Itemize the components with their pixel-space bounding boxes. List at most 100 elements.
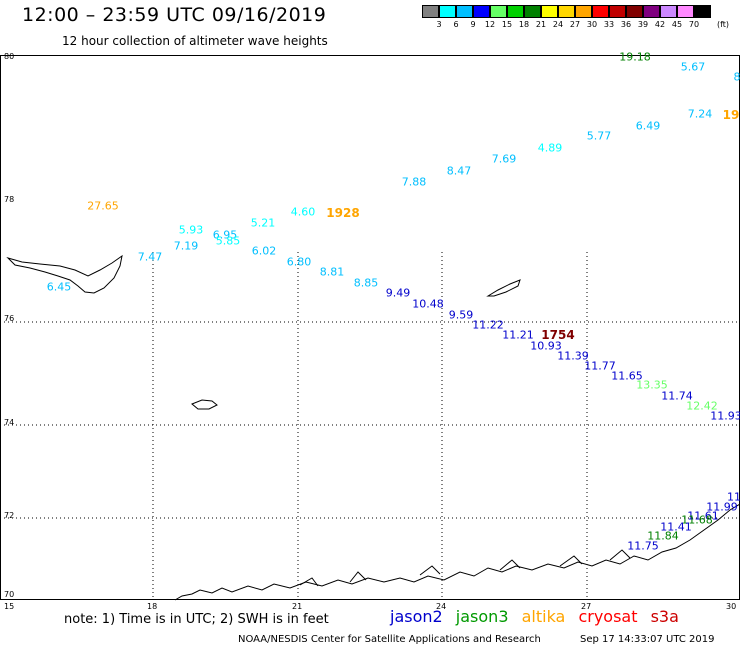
wave-height-label: 7.19 xyxy=(173,239,199,253)
color-swatch xyxy=(439,5,456,18)
color-swatch xyxy=(422,5,439,18)
color-swatch xyxy=(677,5,694,18)
wave-height-label: 11.84 xyxy=(647,529,679,543)
color-scale-label: 6 xyxy=(453,20,459,29)
satellite-label-altika: altika xyxy=(521,607,566,626)
satellite-label-jason2: jason2 xyxy=(390,607,443,626)
satellite-legend: jason2 jason3 altika cryosat s3a xyxy=(390,607,687,626)
lon-label-15: 15 xyxy=(4,602,15,611)
color-scale-label: 70 xyxy=(688,20,700,29)
color-swatch xyxy=(643,5,660,18)
color-swatch xyxy=(660,5,677,18)
wave-height-label: 7.24 xyxy=(687,107,713,121)
wave-height-label: 9.59 xyxy=(448,308,474,322)
wave-height-label: 11.22 xyxy=(472,318,504,332)
credit-line: NOAA/NESDIS Center for Satellite Applica… xyxy=(238,634,541,645)
wave-height-label: 8.81 xyxy=(319,265,345,279)
wave-height-label: 6.49 xyxy=(635,119,661,133)
color-scale-label: 21 xyxy=(535,20,547,29)
color-swatch xyxy=(490,5,507,18)
fjord-details xyxy=(299,549,631,587)
lat-label-76: 76 xyxy=(4,314,15,323)
wave-height-label: 19 xyxy=(722,108,740,122)
color-scale-label: 24 xyxy=(552,20,564,29)
color-scale-labels: 3 6 9 12 15 18 21 24 27 30 33 36 39 42 45 70 (ft) xyxy=(422,18,729,32)
wave-height-label: 9.49 xyxy=(385,286,411,300)
lat-label-74: 74 xyxy=(4,418,15,427)
lat-label-72: 72 xyxy=(4,511,15,520)
wave-height-label: 5.21 xyxy=(250,216,276,230)
wave-height-label: 27.65 xyxy=(87,199,119,213)
wave-height-label: 13.35 xyxy=(636,378,668,392)
color-scale-label: 39 xyxy=(637,20,649,29)
lon-label-30: 30 xyxy=(726,602,737,611)
wave-height-label: 7.88 xyxy=(401,175,427,189)
color-swatch xyxy=(507,5,524,18)
lon-label-21: 21 xyxy=(292,602,303,611)
wave-height-label: 5.77 xyxy=(586,129,612,143)
generation-timestamp: Sep 17 14:33:07 UTC 2019 xyxy=(580,634,715,645)
wave-height-label: 5.93 xyxy=(178,223,204,237)
lon-label-27: 27 xyxy=(581,602,592,611)
map-subtitle: 12 hour collection of altimeter wave hei… xyxy=(62,34,328,48)
satellite-label-jason3: jason3 xyxy=(455,607,509,626)
color-scale-label: 15 xyxy=(501,20,513,29)
wave-height-label: 11.65 xyxy=(611,369,643,383)
wave-height-label: 11.74 xyxy=(661,389,693,403)
color-swatch xyxy=(575,5,592,18)
lon-label-18: 18 xyxy=(147,602,158,611)
graticule xyxy=(0,252,740,600)
wave-height-label: 12.42 xyxy=(686,399,718,413)
svalbard-coast xyxy=(6,254,123,294)
wave-height-label: 11.41 xyxy=(660,520,692,534)
wave-height-label: 6.02 xyxy=(251,244,277,258)
color-swatch xyxy=(694,5,711,18)
wave-height-label: 11 xyxy=(727,490,740,504)
color-scale-label: 42 xyxy=(654,20,666,29)
wave-height-label: 10.48 xyxy=(412,297,444,311)
wave-height-label: 6.45 xyxy=(46,280,72,294)
wave-height-label: 11.77 xyxy=(584,359,616,373)
wave-height-label: 1754 xyxy=(541,328,575,342)
satellite-label-s3a: s3a xyxy=(650,607,679,626)
coastlines xyxy=(6,254,740,601)
wave-height-label: 5.67 xyxy=(680,60,706,74)
color-scale-legend: 3 6 9 12 15 18 21 24 27 30 33 36 39 42 45 70 (ft) xyxy=(422,5,729,32)
wave-height-label: 11.93 xyxy=(710,409,740,423)
wave-height-label: 7.47 xyxy=(137,250,163,264)
color-scale-label: 12 xyxy=(484,20,496,29)
wave-height-label: 4.89 xyxy=(537,141,563,155)
lat-label-70: 70 xyxy=(4,590,15,599)
color-swatch xyxy=(524,5,541,18)
wave-height-label: 4.60 xyxy=(290,205,316,219)
color-swatch xyxy=(626,5,643,18)
wave-height-label: 6.95 xyxy=(212,228,238,242)
wave-height-label: 11.75 xyxy=(627,539,659,553)
color-swatch xyxy=(558,5,575,18)
color-swatch xyxy=(592,5,609,18)
wave-height-label: 8.85 xyxy=(353,276,379,290)
lat-label-80: 80 xyxy=(4,52,15,61)
color-swatch xyxy=(473,5,490,18)
color-swatch xyxy=(609,5,626,18)
wave-height-label: 11.21 xyxy=(502,328,534,342)
norway-coast xyxy=(174,503,740,601)
color-scale-label: 30 xyxy=(586,20,598,29)
wave-height-label: 11.39 xyxy=(557,349,589,363)
wave-height-label: 11.61 xyxy=(687,509,719,523)
wave-height-label: 1928 xyxy=(326,206,360,220)
wave-height-label: 6.80 xyxy=(286,255,312,269)
footer-note: note: 1) Time is in UTC; 2) SWH is in fe… xyxy=(64,612,329,627)
wave-height-label: 10.93 xyxy=(530,339,562,353)
satellite-label-cryosat: cryosat xyxy=(578,607,638,626)
lon-label-24: 24 xyxy=(436,602,447,611)
color-swatch xyxy=(541,5,558,18)
map-title: 12:00 – 23:59 UTC 09/16/2019 xyxy=(22,4,327,26)
color-scale-label: 45 xyxy=(671,20,683,29)
hopen-island xyxy=(486,279,521,297)
color-scale-unit: (ft) xyxy=(716,20,730,29)
bear-island xyxy=(191,399,218,410)
color-scale-swatches xyxy=(422,5,711,18)
color-scale-label: 36 xyxy=(620,20,632,29)
